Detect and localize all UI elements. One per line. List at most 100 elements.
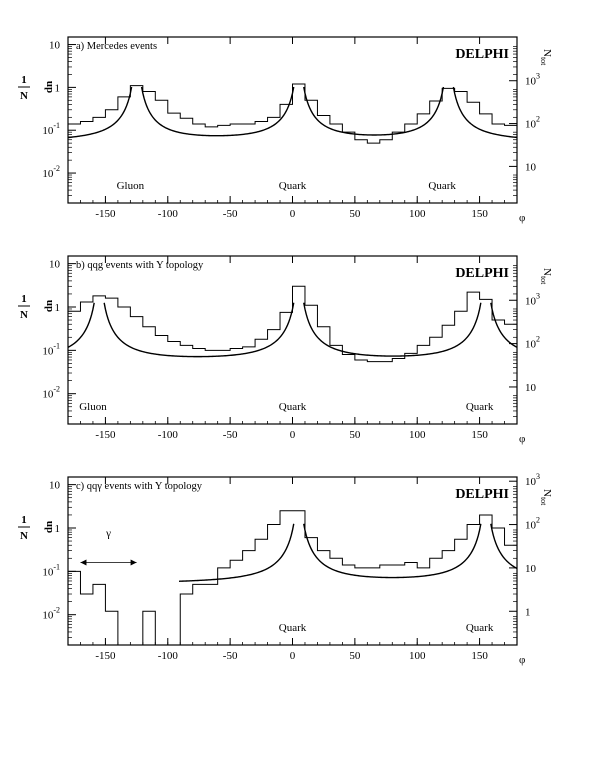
panel-title: a) Mercedes events	[76, 41, 157, 52]
chart-panel-b: -150 -100 -50 0 50 100 15010-210-111010102103N…	[18, 255, 553, 445]
right-tick-label: 102	[525, 516, 540, 532]
model-curve-segment	[67, 302, 95, 348]
model-curve-segment	[103, 302, 295, 358]
y-tick-exp: -1	[53, 562, 60, 571]
y-tick-base: 10	[42, 566, 54, 578]
right-axis-title-main: N	[541, 49, 553, 57]
x-axis-label: φ	[519, 212, 525, 224]
right-axis-title-main: N	[541, 268, 553, 276]
y-tick-base: 1	[55, 523, 61, 535]
y-tick-label: 10	[49, 259, 61, 271]
y-tick-base: 10	[42, 168, 54, 180]
x-tick-label: -150	[95, 429, 116, 441]
ylabel-dn: dn	[43, 300, 55, 312]
y-tick-base: 10	[42, 389, 54, 401]
model-curve-segment	[303, 302, 482, 357]
region-label: Quark	[279, 622, 307, 634]
right-tick-exp: 2	[536, 115, 540, 124]
right-axis-title-sub: tot	[539, 497, 548, 506]
right-axis-title-main: N	[541, 489, 553, 497]
right-tick-label: 10	[525, 161, 537, 173]
right-tick-exp: 3	[536, 72, 540, 81]
y-tick-label: 10-2	[42, 606, 60, 622]
right-tick-base: 10	[525, 295, 537, 307]
x-tick-label: 100	[409, 650, 426, 662]
model-curve-segment	[67, 86, 133, 139]
y-tick-exp: -2	[53, 606, 60, 615]
right-tick-base: 10	[525, 476, 537, 488]
model-curve-segment	[303, 86, 445, 136]
x-tick-label: 0	[290, 429, 296, 441]
x-tick-label: 150	[471, 208, 488, 220]
y-tick-exp: -1	[53, 341, 60, 350]
right-tick-base: 10	[525, 119, 537, 131]
right-tick-label: 103	[525, 72, 540, 88]
x-tick-label: 100	[409, 208, 426, 220]
ylabel-numerator: 1	[21, 514, 27, 526]
y-tick-base: 10	[42, 345, 54, 357]
histogram-series	[68, 510, 517, 646]
plot-frame	[67, 255, 518, 425]
region-label: Quark	[279, 401, 307, 413]
right-tick-label: 102	[525, 335, 540, 351]
panel-title: b) qqg events with Y topology	[76, 260, 204, 271]
right-tick-base: 10	[525, 76, 537, 88]
x-tick-label: 100	[409, 429, 426, 441]
y-tick-label: 1	[55, 523, 61, 535]
x-tick-label: 0	[290, 208, 296, 220]
right-tick-base: 10	[525, 161, 537, 173]
model-curve-segment	[303, 523, 482, 579]
ylabel-dn: dn	[43, 81, 55, 93]
model-curve-segment	[140, 86, 295, 137]
x-tick-label: 50	[349, 208, 361, 220]
y-tick-label: 1	[55, 82, 61, 94]
gamma-label: γ	[105, 527, 111, 539]
x-tick-label: -150	[95, 208, 116, 220]
x-tick-label: -100	[158, 208, 179, 220]
right-tick-base: 10	[525, 520, 537, 532]
x-tick-label: -50	[223, 650, 238, 662]
region-label: Gluon	[117, 180, 145, 192]
right-tick-label: 10	[525, 563, 537, 575]
y-tick-exp: -2	[53, 385, 60, 394]
x-tick-label: 0	[290, 650, 296, 662]
delphi-brand: DELPHI	[455, 47, 509, 62]
ylabel-denominator: N	[20, 90, 28, 102]
region-label: Quark	[428, 180, 456, 192]
right-tick-label: 1	[525, 606, 531, 618]
region-label: Quark	[279, 180, 307, 192]
region-label: Quark	[466, 622, 494, 634]
x-axis-label: φ	[519, 433, 525, 445]
y-tick-exp: -2	[53, 164, 60, 173]
x-tick-label: 50	[349, 650, 361, 662]
y-tick-base: 1	[55, 82, 61, 94]
right-tick-base: 10	[525, 339, 537, 351]
x-tick-label: -150	[95, 650, 116, 662]
right-axis-title-sub: tot	[539, 276, 548, 285]
y-tick-label: 1	[55, 302, 61, 314]
y-tick-base: 1	[55, 302, 61, 314]
right-tick-base: 1	[525, 606, 531, 618]
x-tick-label: 150	[471, 650, 488, 662]
x-tick-label: -50	[223, 208, 238, 220]
x-axis-label: φ	[519, 654, 525, 666]
x-tick-label: 150	[471, 429, 488, 441]
y-tick-label: 10-2	[42, 164, 60, 180]
histogram-series	[68, 285, 517, 363]
x-tick-label: -50	[223, 429, 238, 441]
right-tick-label: 102	[525, 115, 540, 131]
plot-frame	[67, 476, 518, 646]
model-curve-segment	[452, 86, 518, 139]
y-tick-base: 10	[42, 125, 54, 137]
right-tick-exp: 3	[536, 291, 540, 300]
gamma-arrow-head-right	[130, 559, 137, 566]
right-tick-base: 10	[525, 563, 537, 575]
x-tick-label: -100	[158, 429, 179, 441]
y-tick-base: 10	[49, 480, 61, 492]
model-curve-segment	[490, 523, 518, 570]
chart-panel-c: -150 -100 -50 0 50 100 15010-210-1110110102103…	[18, 472, 553, 666]
plot-frame	[67, 36, 518, 204]
ylabel-numerator: 1	[21, 74, 27, 86]
right-tick-label: 103	[525, 291, 540, 307]
